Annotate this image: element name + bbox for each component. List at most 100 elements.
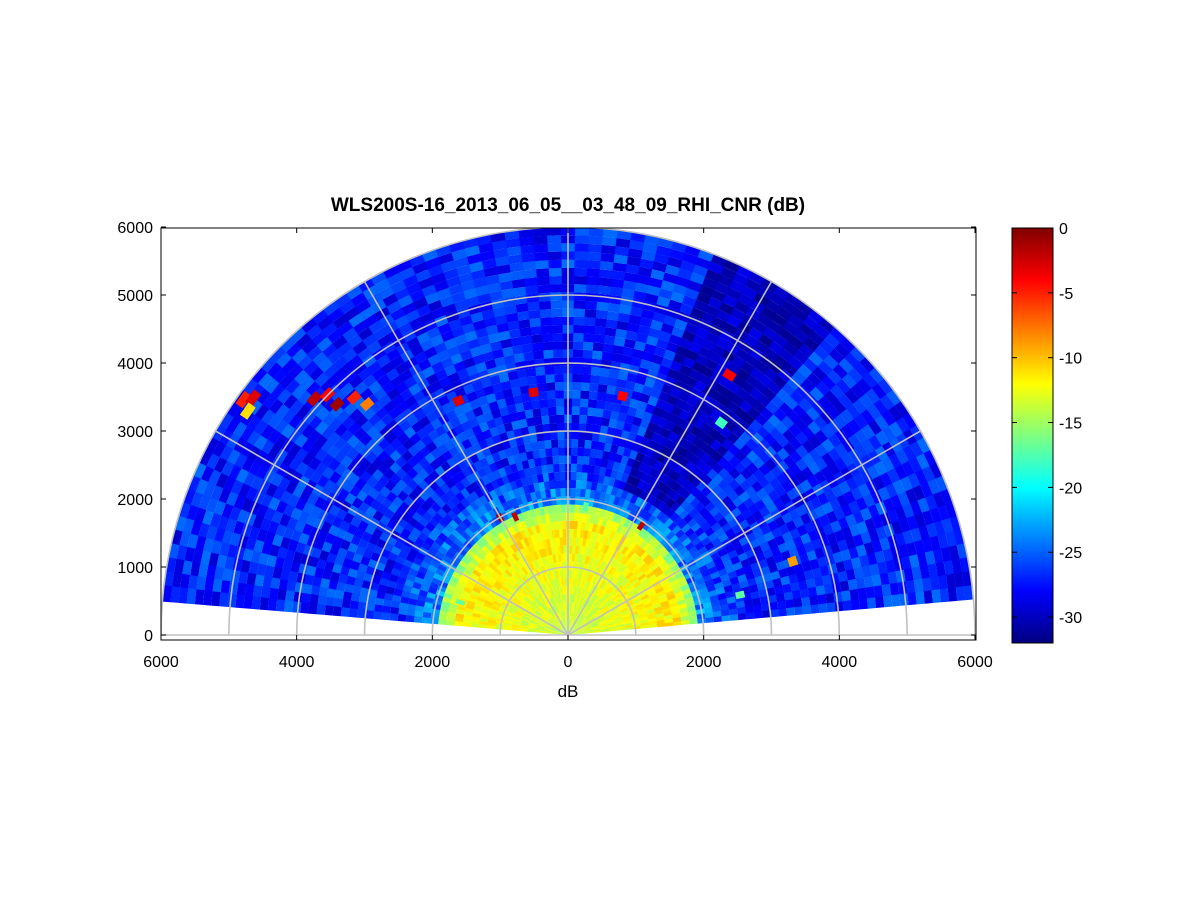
colorbar-tick-label: -30 (1059, 610, 1082, 627)
cnr-cell (333, 606, 342, 616)
cnr-cell (560, 300, 573, 308)
y-tick-label: 4000 (117, 356, 153, 373)
cnr-cell (170, 586, 180, 603)
cnr-cell (569, 521, 574, 529)
cnr-cell (570, 480, 576, 488)
cnr-cell (570, 455, 577, 464)
cnr-cell (571, 407, 580, 416)
cnr-cell (571, 423, 580, 432)
cnr-cell (569, 513, 574, 521)
cnr-cell (292, 601, 301, 613)
x-tick-label: 2000 (415, 654, 451, 671)
cnr-cell (583, 317, 596, 326)
cnr-cell (561, 317, 574, 325)
x-tick-label: 6000 (143, 654, 179, 671)
cnr-cell (585, 276, 600, 285)
cnr-cell (235, 594, 245, 608)
y-tick-label: 5000 (117, 288, 153, 305)
cnr-cell (438, 619, 447, 625)
cnr-cell (571, 415, 580, 424)
cnr-cell (268, 598, 277, 611)
cnr-cell (572, 341, 584, 350)
cnr-cell (584, 284, 598, 293)
cnr-cell (561, 309, 574, 317)
plot-area (161, 227, 976, 640)
cnr-cell (570, 431, 578, 440)
cnr-cell (203, 590, 213, 605)
cnr-cell (559, 252, 574, 260)
cnr-cell (422, 617, 431, 624)
cnr-cell (284, 600, 293, 612)
cnr-cell (260, 597, 269, 610)
cnr-cell (572, 325, 585, 334)
cnr-cell (560, 276, 574, 284)
cnr-cell (571, 390, 581, 399)
colorbar-tick-label: -5 (1059, 286, 1073, 303)
cnr-cell (572, 317, 585, 326)
cnr-cell (227, 593, 237, 607)
cnr-cell (573, 260, 588, 269)
colorbar-scale (1012, 228, 1053, 643)
x-tick-label: 4000 (279, 654, 315, 671)
cnr-cell (586, 252, 602, 261)
cnr-cell (406, 615, 415, 622)
cnr-cell (572, 284, 586, 293)
cnr-cell (571, 349, 583, 358)
cnr-cell (276, 599, 285, 611)
x-axis-label: dB (558, 682, 579, 701)
cnr-cell (571, 374, 582, 383)
cnr-cell (585, 268, 600, 277)
colorbar-tick-label: 0 (1059, 221, 1068, 238)
cnr-cell (572, 300, 586, 309)
cnr-cell (316, 604, 325, 615)
cnr-cell (571, 398, 581, 407)
cnr-cell (586, 236, 602, 245)
y-tick-label: 3000 (117, 424, 153, 441)
cnr-cell (349, 608, 358, 618)
cnr-cell (243, 595, 253, 609)
cnr-cell (560, 260, 575, 268)
cnr-cell (325, 605, 334, 615)
x-tick-label: 0 (564, 654, 573, 671)
cnr-cell (571, 366, 582, 375)
cnr-cell (573, 243, 589, 252)
cnr-cell (398, 614, 407, 622)
cnr-cell (219, 592, 229, 607)
cnr-cell (179, 587, 189, 603)
cnr-cell (572, 309, 585, 318)
cnr-cell (341, 607, 350, 617)
cnr-cell (572, 333, 584, 342)
colorbar: 0-5-10-15-20-25-30 (1012, 221, 1082, 643)
cnr-cell (195, 589, 205, 605)
cnr-cell (573, 251, 588, 260)
cnr-cell (560, 268, 575, 276)
cnr-cell (430, 618, 439, 624)
x-tick-label: 6000 (957, 654, 993, 671)
cnr-cell (414, 616, 423, 623)
cnr-cell (571, 358, 582, 367)
cnr-cell (569, 553, 572, 561)
y-tick-label: 2000 (117, 492, 153, 509)
cnr-cell (560, 292, 574, 300)
cnr-cell (573, 235, 589, 244)
cnr-cell (373, 611, 382, 620)
cnr-cell (585, 260, 600, 269)
cnr-cell (308, 603, 317, 614)
x-tick-label: 4000 (822, 654, 858, 671)
cnr-cell (570, 488, 576, 496)
cnr-cell (570, 439, 578, 448)
cnr-cell (560, 284, 574, 292)
cnr-cell (211, 591, 221, 606)
colorbar-tick-label: -25 (1059, 545, 1082, 562)
y-tick-label: 1000 (117, 560, 153, 577)
cnr-cell (390, 613, 399, 621)
cnr-cell (570, 447, 578, 455)
cnr-cell (570, 464, 577, 472)
cnr-cell (187, 588, 197, 604)
colorbar-tick-label: -15 (1059, 416, 1082, 433)
cnr-cell (569, 537, 573, 545)
cnr-cell (570, 504, 575, 512)
cnr-cell (381, 612, 390, 620)
